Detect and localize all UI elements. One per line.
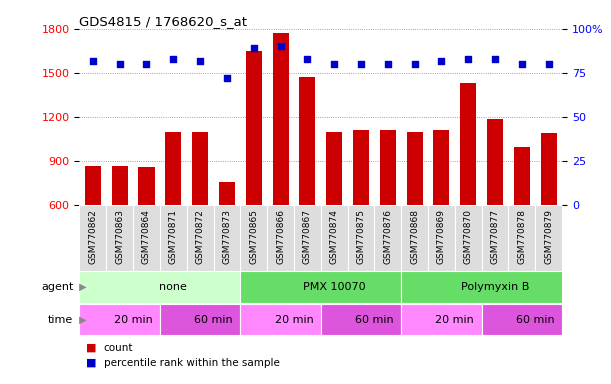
Bar [85,166,101,294]
Text: GSM770869: GSM770869 [437,209,446,264]
Text: percentile rank within the sample: percentile rank within the sample [104,358,280,368]
Bar [401,271,562,303]
Text: 20 min: 20 min [274,314,313,325]
Bar [380,130,396,294]
Point [115,61,125,67]
Text: GSM770865: GSM770865 [249,209,258,264]
Text: GSM770875: GSM770875 [356,209,365,264]
Point [329,61,339,67]
Text: ■: ■ [86,358,96,368]
Point [302,56,312,62]
Bar [273,33,288,294]
Text: GSM770874: GSM770874 [330,209,338,263]
Text: 60 min: 60 min [516,314,555,325]
Text: 20 min: 20 min [114,314,152,325]
Point [196,58,205,64]
Text: time: time [48,314,73,325]
Bar [160,304,240,335]
Bar [455,205,481,271]
Bar [79,205,106,271]
Point [222,75,232,81]
Bar [79,271,240,303]
Bar [326,132,342,294]
Text: GSM770877: GSM770877 [491,209,500,264]
Text: GSM770878: GSM770878 [518,209,527,264]
Bar [192,132,208,294]
Text: GSM770879: GSM770879 [544,209,553,264]
Bar [106,205,133,271]
Text: ▶: ▶ [76,314,87,325]
Bar [481,205,508,271]
Point [249,45,258,51]
Text: count: count [104,343,133,353]
Text: agent: agent [41,282,73,292]
Bar [535,205,562,271]
Point [410,61,420,67]
Bar [246,51,262,294]
Point [276,43,285,50]
Bar [541,133,557,294]
Text: GSM770873: GSM770873 [222,209,232,264]
Text: ■: ■ [86,343,96,353]
Bar [240,304,321,335]
Bar [401,205,428,271]
Bar [348,205,375,271]
Bar [401,304,481,335]
Bar [160,205,187,271]
Point [463,56,473,62]
Bar [267,205,294,271]
Text: 60 min: 60 min [194,314,233,325]
Bar [375,205,401,271]
Point [436,58,446,64]
Bar [187,205,213,271]
Bar [428,205,455,271]
Bar [165,132,181,294]
Point [544,61,554,67]
Bar [508,205,535,271]
Bar [299,77,315,294]
Bar [294,205,321,271]
Bar [219,182,235,294]
Text: GDS4815 / 1768620_s_at: GDS4815 / 1768620_s_at [79,15,247,28]
Point [169,56,178,62]
Bar [213,205,240,271]
Bar [240,271,401,303]
Bar [353,130,369,294]
Text: GSM770862: GSM770862 [89,209,97,263]
Text: GSM770872: GSM770872 [196,209,205,263]
Text: GSM770870: GSM770870 [464,209,473,264]
Text: Polymyxin B: Polymyxin B [461,282,529,292]
Point [517,61,527,67]
Bar [321,304,401,335]
Text: 20 min: 20 min [436,314,474,325]
Text: PMX 10070: PMX 10070 [303,282,365,292]
Bar [460,83,477,294]
Bar [79,304,160,335]
Bar [481,304,562,335]
Bar [433,130,450,294]
Text: GSM770864: GSM770864 [142,209,151,263]
Bar [240,205,267,271]
Point [356,61,366,67]
Point [142,61,152,67]
Bar [139,167,155,294]
Text: GSM770863: GSM770863 [115,209,124,264]
Bar [112,166,128,294]
Point [383,61,393,67]
Text: GSM770866: GSM770866 [276,209,285,264]
Text: GSM770867: GSM770867 [303,209,312,264]
Bar [133,205,160,271]
Text: GSM770868: GSM770868 [410,209,419,264]
Text: none: none [159,282,187,292]
Point [88,58,98,64]
Bar [514,147,530,294]
Text: GSM770876: GSM770876 [383,209,392,264]
Text: 60 min: 60 min [355,314,393,325]
Point [490,56,500,62]
Bar [321,205,348,271]
Text: ▶: ▶ [76,282,87,292]
Bar [487,119,503,294]
Text: GSM770871: GSM770871 [169,209,178,264]
Bar [406,132,423,294]
